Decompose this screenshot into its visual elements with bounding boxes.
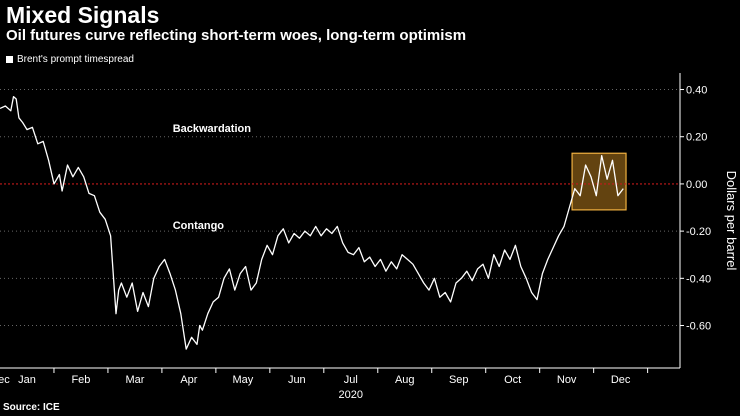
highlight-layer — [571, 152, 627, 211]
source-note: Source: ICE — [3, 402, 60, 413]
x-tick-label: Mar — [125, 374, 144, 386]
x-tick-label: Oct — [504, 374, 521, 386]
x-tick-label: Dec — [0, 374, 10, 386]
highlight-box — [571, 152, 627, 211]
axes: 0.40 0.20 0.00 -0.20 -0.40 -0.60 Dollars per b… — [0, 73, 739, 401]
x-tick-label: Aug — [395, 374, 415, 386]
x-tick-label: Dec — [611, 374, 631, 386]
y-axis-label: Dollars per barrel — [724, 171, 739, 271]
x-tick-label: May — [232, 374, 253, 386]
annotation-label: Backwardation — [173, 123, 252, 135]
y-tick-label: -0.20 — [686, 226, 711, 238]
y-tick-label: -0.40 — [686, 273, 711, 285]
y-tick-label: 0.40 — [686, 85, 707, 97]
series-layer — [0, 95, 624, 350]
x-tick-label: Apr — [180, 374, 197, 386]
y-tick-label: 0.20 — [686, 132, 707, 144]
legend: Brent's prompt timespread — [6, 54, 134, 65]
grid — [0, 89, 680, 327]
y-tick-label: -0.60 — [686, 321, 711, 333]
x-tick-label: Jan — [18, 374, 36, 386]
x-tick-label: Nov — [557, 374, 577, 386]
series-line — [0, 95, 624, 350]
annotation-label: Contango — [173, 220, 225, 232]
x-tick-label: Jun — [288, 374, 306, 386]
annotations: Backwardation Contango — [173, 123, 252, 232]
x-year-label: 2020 — [339, 389, 363, 401]
x-tick-label: Jul — [344, 374, 358, 386]
chart-subtitle: Oil futures curve reflecting short-term … — [6, 27, 467, 44]
legend-swatch — [6, 56, 13, 63]
x-tick-label: Sep — [449, 374, 469, 386]
x-tick-label: Feb — [71, 374, 90, 386]
legend-label: Brent's prompt timespread — [17, 54, 134, 65]
chart-title: Mixed Signals — [6, 2, 160, 28]
y-tick-label: 0.00 — [686, 179, 707, 191]
